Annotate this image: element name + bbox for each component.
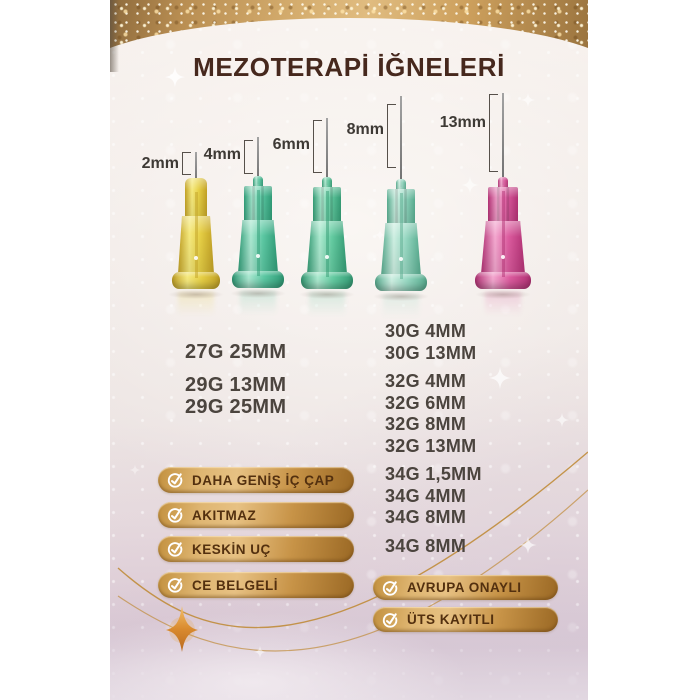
needle-illustration-6mm: 6mm <box>273 118 355 316</box>
needle-shadow <box>230 289 286 298</box>
check-circle-icon <box>167 473 183 488</box>
needle-shaft <box>400 96 402 187</box>
needle-shadow <box>168 290 224 299</box>
needle-size-label: 8mm <box>346 121 384 138</box>
spec-list-left: 27G 25MM 29G 13MM 29G 25MM <box>185 341 286 418</box>
white-sparkles <box>129 55 570 659</box>
needle-shadow <box>373 292 429 301</box>
spec-item: 29G 13MM <box>185 374 287 396</box>
content-panel: MEZOTERAPİ İĞNELERİ 2mm 4mm <box>110 0 588 700</box>
feature-badge-label: AKITMAZ <box>192 507 257 523</box>
spec-item: 32G 8MM <box>385 414 467 434</box>
feature-badge-label: DAHA GENİŞ İÇ ÇAP <box>192 472 335 488</box>
check-circle-icon <box>382 580 398 596</box>
check-circle-icon <box>382 612 398 628</box>
spec-item: 32G 13MM <box>385 435 477 456</box>
feature-badge-label: ÜTS KAYITLI <box>407 612 495 627</box>
check-circle-icon <box>167 508 183 523</box>
needle-size-label: 6mm <box>272 136 310 153</box>
spec-item: 32G 4MM <box>385 371 467 391</box>
needle-shaft <box>195 152 197 186</box>
spec-item: 34G 8MM <box>385 535 467 556</box>
spec-item: 27G 25MM <box>185 341 287 363</box>
needle-shaft <box>502 93 504 185</box>
spec-list-right: 30G 4MM 30G 13MM 32G 4MM 32G 6MM 32G 8MM… <box>385 321 482 557</box>
feature-badge-avrupa-onayli: AVRUPA ONAYLI <box>373 575 558 600</box>
needle-illustration-8mm: 8mm <box>347 96 429 318</box>
needle-shaft <box>326 118 328 185</box>
needle-shaft <box>257 137 259 184</box>
check-circle-icon <box>167 578 183 593</box>
measurement-bracket-icon <box>313 120 322 173</box>
bottom-haze <box>110 582 588 700</box>
needle-size-label: 13mm <box>439 114 486 131</box>
spec-item: 29G 25MM <box>185 396 287 418</box>
gold-swoosh-decoration <box>117 55 588 659</box>
needle-hub <box>230 176 286 289</box>
edge-shadow <box>110 0 119 72</box>
needle-illustration-13mm: 13mm <box>440 93 531 316</box>
spec-item: 34G 1,5MM <box>385 464 482 484</box>
measurement-bracket-icon <box>244 140 253 174</box>
needle-shadow <box>299 290 355 299</box>
measurement-bracket-icon <box>489 94 498 172</box>
feature-badge-genis-ic-cap: DAHA GENİŞ İÇ ÇAP <box>158 467 354 493</box>
needle-illustration-4mm: 4mm <box>204 137 286 315</box>
needle-hub <box>168 178 224 290</box>
needle-hub <box>475 177 531 290</box>
feature-badge-label: AVRUPA ONAYLI <box>407 580 522 595</box>
needle-size-label: 2mm <box>141 155 179 172</box>
needle-hub <box>373 179 429 292</box>
needle-shadow <box>475 290 531 299</box>
feature-badge-uts-kayitli: ÜTS KAYITLI <box>373 607 558 632</box>
measurement-bracket-icon <box>387 104 396 168</box>
check-circle-icon <box>167 542 183 557</box>
feature-badge-keskin-uc: KESKİN UÇ <box>158 536 354 562</box>
needle-size-label: 4mm <box>203 146 241 163</box>
needle-hub <box>299 177 355 290</box>
feature-badge-akitmaz: AKITMAZ <box>158 502 354 528</box>
measurement-bracket-icon <box>182 152 191 175</box>
spec-item: 34G 8MM <box>385 507 467 527</box>
spec-item: 30G 13MM <box>385 342 477 363</box>
gold-star-icon <box>166 606 198 652</box>
needle-illustration-2mm: 2mm <box>142 152 224 316</box>
feature-badge-label: CE BELGELİ <box>192 577 279 593</box>
spec-item: 30G 4MM <box>385 321 467 341</box>
page-title: MEZOTERAPİ İĞNELERİ <box>193 52 505 82</box>
spec-item: 32G 6MM <box>385 392 467 413</box>
feature-badge-label: KESKİN UÇ <box>192 541 271 557</box>
swoosh-arc-2 <box>117 489 588 652</box>
spec-item: 34G 4MM <box>385 485 467 506</box>
swoosh-arc-1 <box>117 451 588 629</box>
feature-badge-ce-belgeli: CE BELGELİ <box>158 572 354 598</box>
